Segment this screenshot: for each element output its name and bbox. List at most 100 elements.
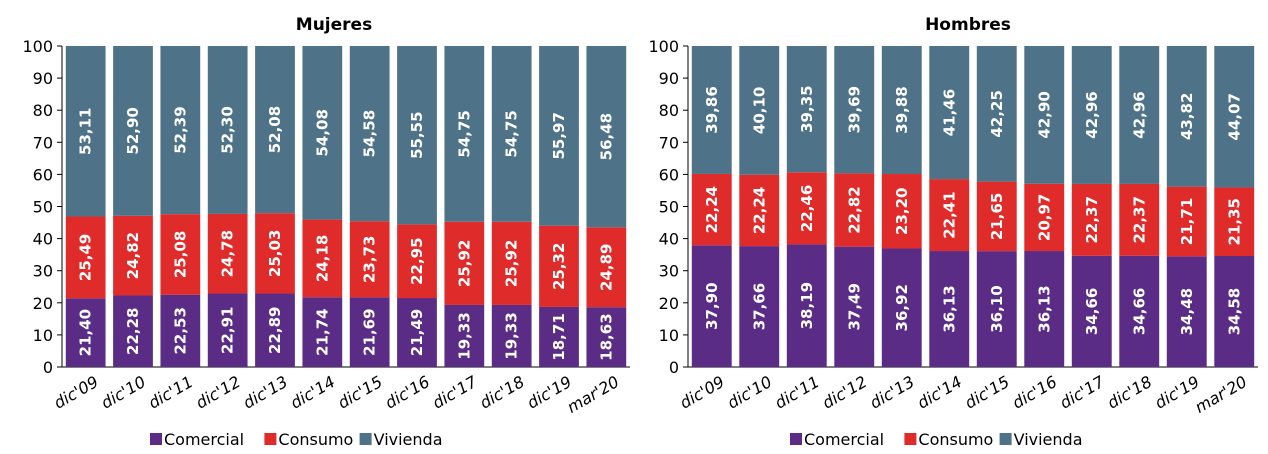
bar-comercial-5 [255, 293, 295, 367]
data-label: 25,08 [171, 231, 189, 278]
bar-vivienda-7 [976, 46, 1017, 182]
bar-comercial-10 [1119, 255, 1160, 367]
data-label: 39,88 [893, 86, 911, 133]
data-label: 43,82 [1178, 93, 1196, 140]
bar-comercial-9 [1071, 255, 1112, 367]
bar-vivienda-1 [691, 46, 732, 174]
x-tick-label: dic'11 [145, 372, 196, 413]
bar-vivienda-9 [1071, 46, 1112, 184]
legend-label: Comercial [804, 430, 884, 449]
data-label: 39,86 [703, 86, 721, 133]
data-label: 42,96 [1083, 91, 1101, 138]
bar-vivienda-12 [586, 46, 627, 228]
y-tick-label: 100 [22, 37, 53, 56]
data-label: 36,13 [1035, 285, 1053, 332]
y-tick-label: 10 [33, 326, 53, 345]
data-label: 24,82 [124, 232, 142, 279]
bar-vivienda-5 [255, 46, 295, 214]
bar-vivienda-2 [739, 46, 780, 175]
bar-consumo-9 [444, 221, 485, 305]
bar-comercial-11 [1166, 256, 1207, 367]
data-label: 54,08 [313, 109, 331, 156]
data-label: 42,90 [1035, 91, 1053, 138]
bar-consumo-4 [207, 213, 248, 294]
chart-title: Mujeres [296, 15, 372, 35]
bar-vivienda-6 [302, 46, 343, 220]
bar-consumo-9 [1071, 183, 1112, 256]
data-label: 22,82 [845, 186, 863, 233]
y-tick-label: 60 [659, 165, 679, 184]
data-label: 36,13 [940, 285, 958, 332]
x-tick-label: mar'20 [564, 372, 623, 417]
data-label: 22,24 [750, 187, 768, 234]
legend-label: Comercial [164, 430, 244, 449]
bar-comercial-1 [65, 298, 106, 367]
bar-consumo-6 [302, 219, 343, 298]
data-label: 42,96 [1130, 91, 1148, 138]
data-label: 38,19 [798, 282, 816, 329]
y-tick-label: 30 [659, 262, 679, 281]
bar-consumo-8 [1024, 183, 1065, 252]
data-label: 40,10 [750, 87, 768, 134]
y-tick-label: 80 [33, 101, 53, 120]
y-tick-label: 40 [659, 230, 679, 249]
x-tick-label: dic'10 [98, 372, 149, 413]
legend-label: Vivienda [1014, 430, 1083, 449]
x-tick-label: dic'11 [772, 372, 823, 413]
data-label: 22,41 [940, 191, 958, 238]
data-label: 42,25 [988, 90, 1006, 137]
bar-consumo-3 [786, 172, 827, 245]
data-label: 18,63 [597, 313, 615, 360]
y-tick-label: 70 [659, 133, 679, 152]
data-label: 41,46 [940, 89, 958, 136]
data-label: 21,40 [77, 309, 95, 356]
x-tick-label: dic'18 [476, 372, 527, 413]
y-tick-label: 20 [33, 294, 53, 313]
bar-vivienda-8 [397, 46, 437, 225]
y-tick-label: 90 [33, 69, 53, 88]
y-tick-label: 0 [43, 358, 53, 377]
data-label: 22,24 [703, 186, 721, 233]
legend-label: Vivienda [374, 430, 443, 449]
data-label: 37,66 [750, 283, 768, 330]
data-label: 34,48 [1178, 288, 1196, 335]
bar-vivienda-10 [491, 46, 532, 222]
bar-consumo-11 [539, 225, 579, 307]
bar-vivienda-4 [207, 46, 248, 214]
bar-vivienda-6 [929, 46, 970, 180]
data-label: 34,58 [1225, 288, 1243, 335]
x-tick-label: dic'17 [429, 372, 481, 413]
bar-consumo-7 [976, 181, 1017, 252]
bar-comercial-1 [691, 245, 732, 367]
bar-comercial-9 [444, 304, 485, 367]
bar-vivienda-11 [539, 46, 579, 226]
legend-swatch [790, 433, 802, 445]
x-tick-label: dic'10 [724, 372, 775, 413]
legend-label: Consumo [918, 430, 993, 449]
data-label: 54,75 [455, 110, 473, 157]
y-tick-label: 20 [659, 294, 679, 313]
data-label: 52,08 [266, 106, 284, 153]
bar-consumo-1 [691, 173, 732, 246]
bar-vivienda-10 [1119, 46, 1160, 184]
data-label: 22,53 [171, 307, 189, 354]
data-label: 52,30 [219, 106, 237, 153]
legend-swatch [264, 433, 277, 445]
bar-consumo-6 [929, 179, 970, 252]
bar-comercial-7 [976, 251, 1017, 367]
data-label: 21,65 [988, 193, 1006, 240]
x-tick-label: mar'20 [1192, 372, 1251, 417]
y-tick-label: 30 [33, 262, 53, 281]
data-label: 22,89 [266, 307, 284, 354]
bar-consumo-5 [881, 174, 922, 249]
data-label: 53,11 [77, 108, 95, 155]
chart-title: Hombres [925, 15, 1011, 35]
bar-vivienda-4 [834, 46, 875, 174]
bar-consumo-2 [113, 215, 153, 296]
data-label: 21,49 [408, 309, 426, 356]
data-label: 19,33 [455, 312, 473, 359]
data-label: 23,20 [893, 188, 911, 235]
bar-vivienda-12 [1214, 46, 1255, 188]
bar-consumo-11 [1166, 186, 1207, 257]
